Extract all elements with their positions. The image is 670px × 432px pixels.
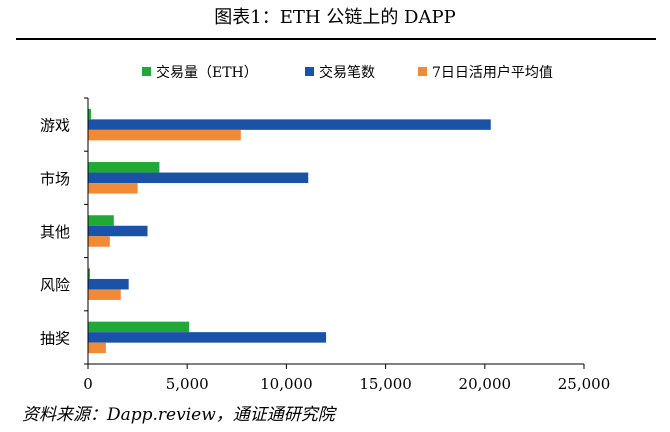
category-label: 市场 xyxy=(40,170,70,188)
bar-1-2 xyxy=(88,162,160,173)
title-rule xyxy=(16,38,656,40)
bar-3-2 xyxy=(88,183,138,194)
x-tick-label: 15,000 xyxy=(359,375,412,393)
bar-1-4 xyxy=(88,268,90,279)
bar-3-5 xyxy=(88,342,106,354)
bar-2-4 xyxy=(88,278,129,290)
legend-label: 交易笔数 xyxy=(319,64,375,81)
bar-2-2 xyxy=(88,172,309,184)
bar-1-5 xyxy=(88,321,190,333)
figure-title: 图表1：ETH 公链上的 DAPP xyxy=(214,7,456,28)
category-label: 游戏 xyxy=(40,117,70,135)
category-label: 抽奖 xyxy=(40,329,70,347)
x-tick-label: 5,000 xyxy=(166,375,209,393)
bar-2-3 xyxy=(88,225,148,237)
bar-3-1 xyxy=(88,129,241,141)
bar-1-1 xyxy=(88,108,91,120)
bar-2-1 xyxy=(88,119,491,130)
chart-legend: 交易量（ETH） 交易笔数 7日日活用户平均值 xyxy=(142,64,553,81)
x-tick-label: 10,000 xyxy=(260,375,313,393)
x-tick-label: 0 xyxy=(83,375,93,393)
x-tick-label: 20,000 xyxy=(459,375,512,393)
legend-label: 交易量（ETH） xyxy=(156,64,258,81)
source-note: 资料来源：Dapp.review，通证通研究院 xyxy=(22,405,335,425)
bar-3-3 xyxy=(88,236,110,247)
category-label: 风险 xyxy=(40,276,70,294)
bar-3-4 xyxy=(88,289,121,300)
chart-axes xyxy=(84,97,585,369)
x-tick-label: 25,000 xyxy=(558,375,611,393)
legend-swatch xyxy=(305,67,314,76)
legend-swatch xyxy=(142,67,151,76)
bar-2-5 xyxy=(88,332,327,343)
legend-label: 7日日活用户平均值 xyxy=(432,64,553,81)
chart-bars xyxy=(88,108,491,354)
legend-swatch xyxy=(418,67,427,76)
category-label: 其他 xyxy=(40,223,70,241)
bar-1-3 xyxy=(88,215,114,226)
